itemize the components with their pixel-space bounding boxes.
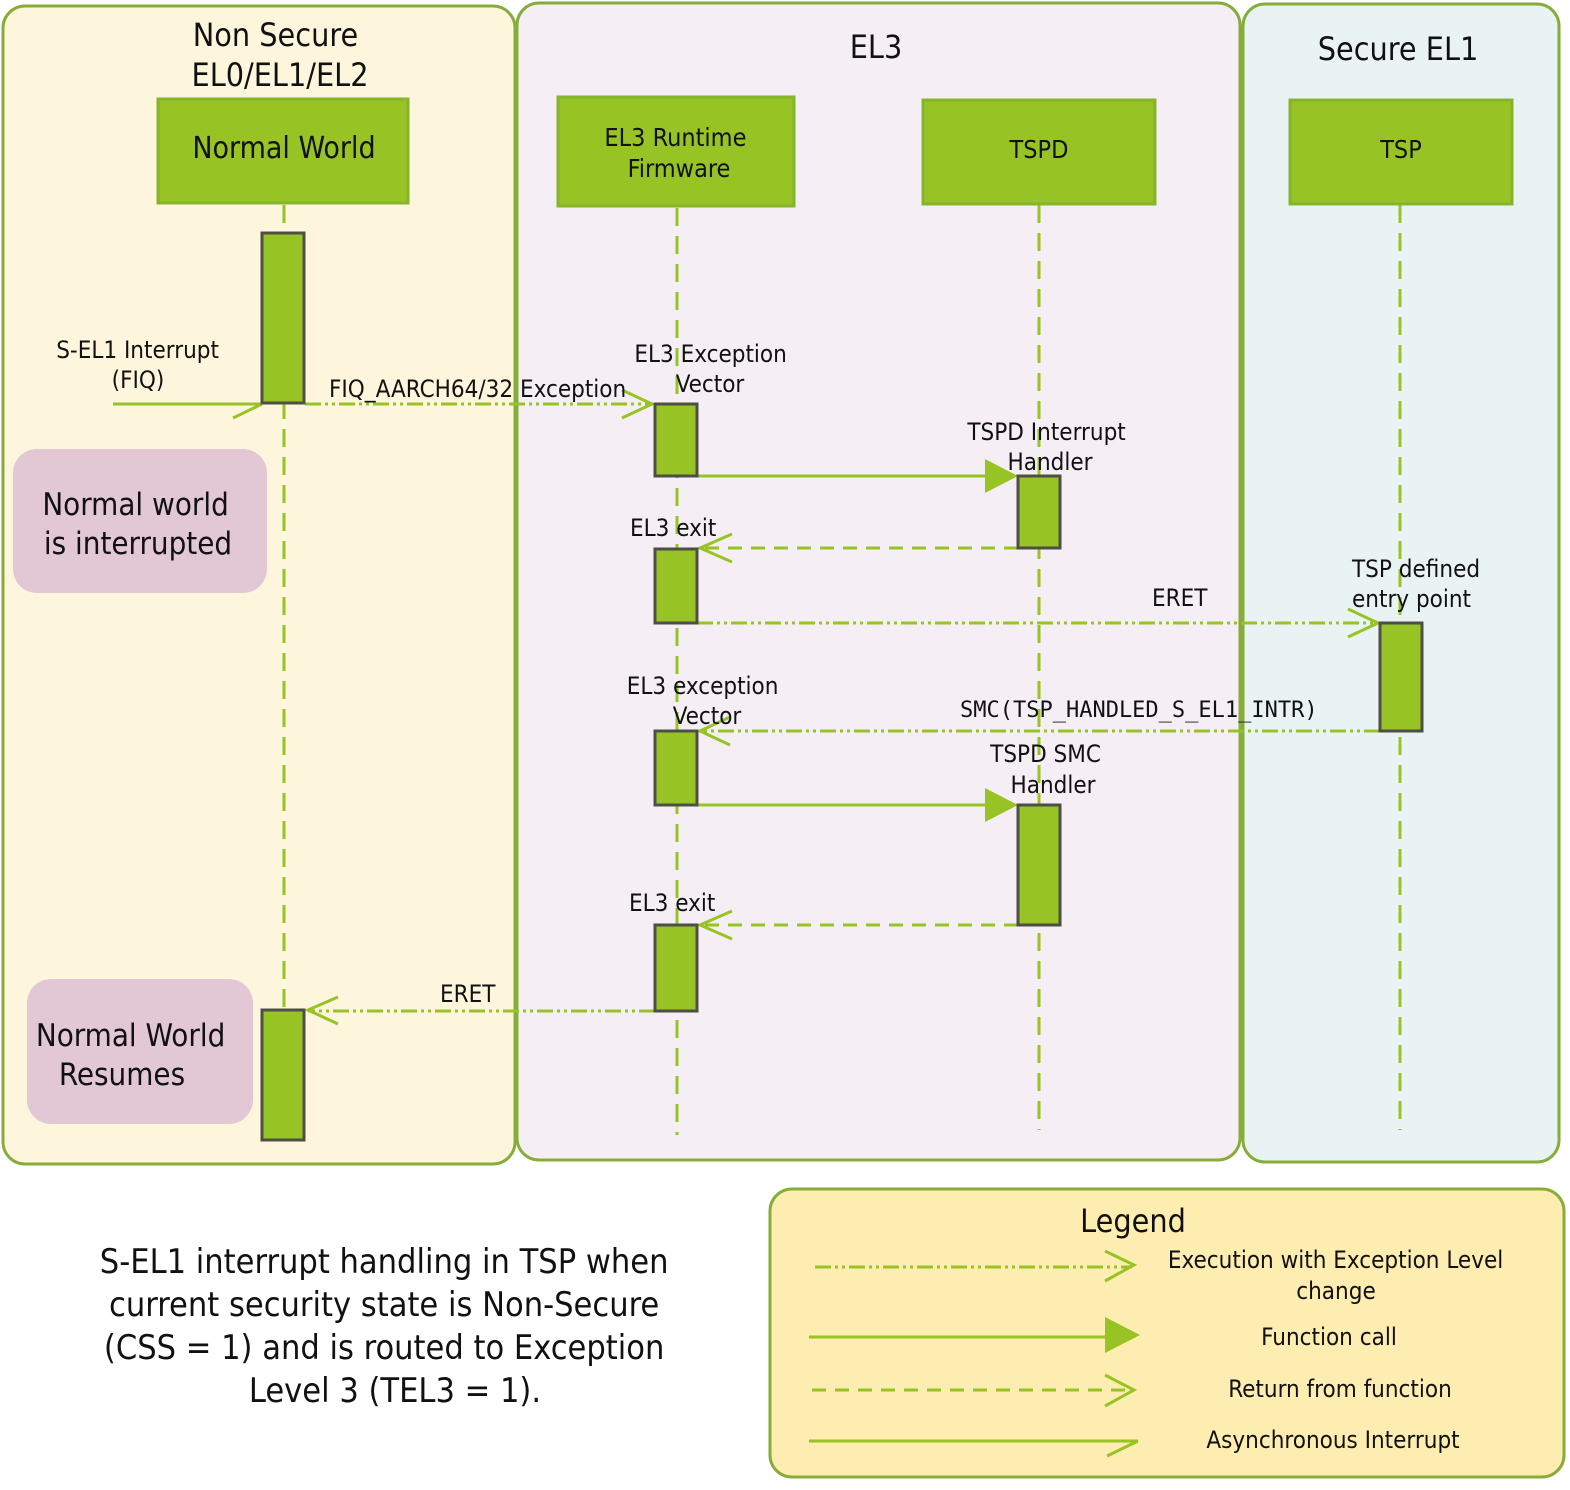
legend-return-head xyxy=(1104,1373,1138,1408)
el3-exception-vector-label-2: EL3 exception Vector xyxy=(627,672,786,730)
return-arrowhead-2 xyxy=(696,909,733,941)
tspd-smc-handler-label: TSPD SMC Handler xyxy=(989,740,1108,799)
legend-exec-head xyxy=(1104,1249,1138,1283)
normal-world-label: Normal World xyxy=(192,131,375,166)
activation-el3-1 xyxy=(653,402,699,478)
activation-tspd-1 xyxy=(1016,474,1062,550)
el3-exit-label-2: EL3 exit xyxy=(629,889,715,917)
tsp-box xyxy=(1288,98,1514,206)
legend-return-label: Return from function xyxy=(1228,1375,1452,1403)
call-arrowhead-1 xyxy=(985,459,1018,493)
tsp-label: TSP xyxy=(1379,135,1422,164)
activation-el3-4 xyxy=(653,923,699,1013)
non-secure-title: Non Secure EL0/EL1/EL2 xyxy=(192,16,369,94)
el3-title: EL3 xyxy=(850,28,903,66)
call-arrowhead-2 xyxy=(985,788,1018,822)
legend-title: Legend xyxy=(1080,1202,1186,1240)
el3-runtime-box xyxy=(556,95,796,208)
async-interrupt-arrow xyxy=(113,402,263,420)
smc-label: SMC(TSP_HANDLED_S_EL1_INTR) xyxy=(960,698,1318,723)
eret-label-2: ERET xyxy=(440,980,496,1008)
activation-normal-world-2 xyxy=(260,1008,306,1142)
activation-tspd-2 xyxy=(1016,803,1062,927)
secure-el1-title: Secure EL1 xyxy=(1318,30,1479,68)
tspd-interrupt-handler-label: TSPD Interrupt Handler xyxy=(966,418,1132,476)
legend-call-label: Function call xyxy=(1261,1323,1397,1351)
eret-arrowhead-2 xyxy=(304,995,339,1026)
tspd-box xyxy=(921,98,1157,206)
caption: S-EL1 interrupt handling in TSP when cur… xyxy=(100,1242,678,1411)
tsp-entry-label: TSP defined entry point xyxy=(1351,555,1487,613)
el3-exception-vector-label: EL3 Exception Vector xyxy=(634,340,793,398)
sel1-interrupt-label: S-EL1 Interrupt (FIQ) xyxy=(56,336,226,394)
note-resumes-text: Normal World Resumes xyxy=(36,1018,234,1093)
eret-arrowhead-1 xyxy=(1347,607,1382,639)
activation-el3-3 xyxy=(653,729,699,807)
normal-world-box xyxy=(156,97,410,205)
activation-el3-2 xyxy=(653,547,699,625)
legend-call-head xyxy=(1105,1317,1140,1353)
eret-label-1: ERET xyxy=(1152,584,1208,612)
note-interrupted xyxy=(13,449,267,593)
fiq-exception-arrowhead xyxy=(621,388,656,420)
note-interrupted-text: Normal world is interrupted xyxy=(42,487,237,562)
tspd-label: TSPD xyxy=(1009,135,1069,164)
el3-exit-label-1: EL3 exit xyxy=(630,514,716,542)
legend: Legend Execution with Exception Level ch… xyxy=(768,1187,1566,1479)
legend-exec-label: Execution with Exception Level change xyxy=(1168,1246,1510,1305)
fiq-exception-label: FIQ_AARCH64/32 Exception xyxy=(329,375,626,403)
legend-async-line xyxy=(809,1439,1139,1458)
return-arrowhead-1 xyxy=(696,532,733,564)
el3-runtime-label: EL3 Runtime Firmware xyxy=(604,123,753,183)
legend-async-label: Asynchronous Interrupt xyxy=(1206,1426,1459,1454)
note-resumes xyxy=(27,979,253,1124)
legend-box xyxy=(768,1187,1566,1479)
activation-tsp xyxy=(1378,621,1424,733)
smc-arrowhead xyxy=(696,715,731,747)
activation-normal-world-1 xyxy=(260,231,306,405)
